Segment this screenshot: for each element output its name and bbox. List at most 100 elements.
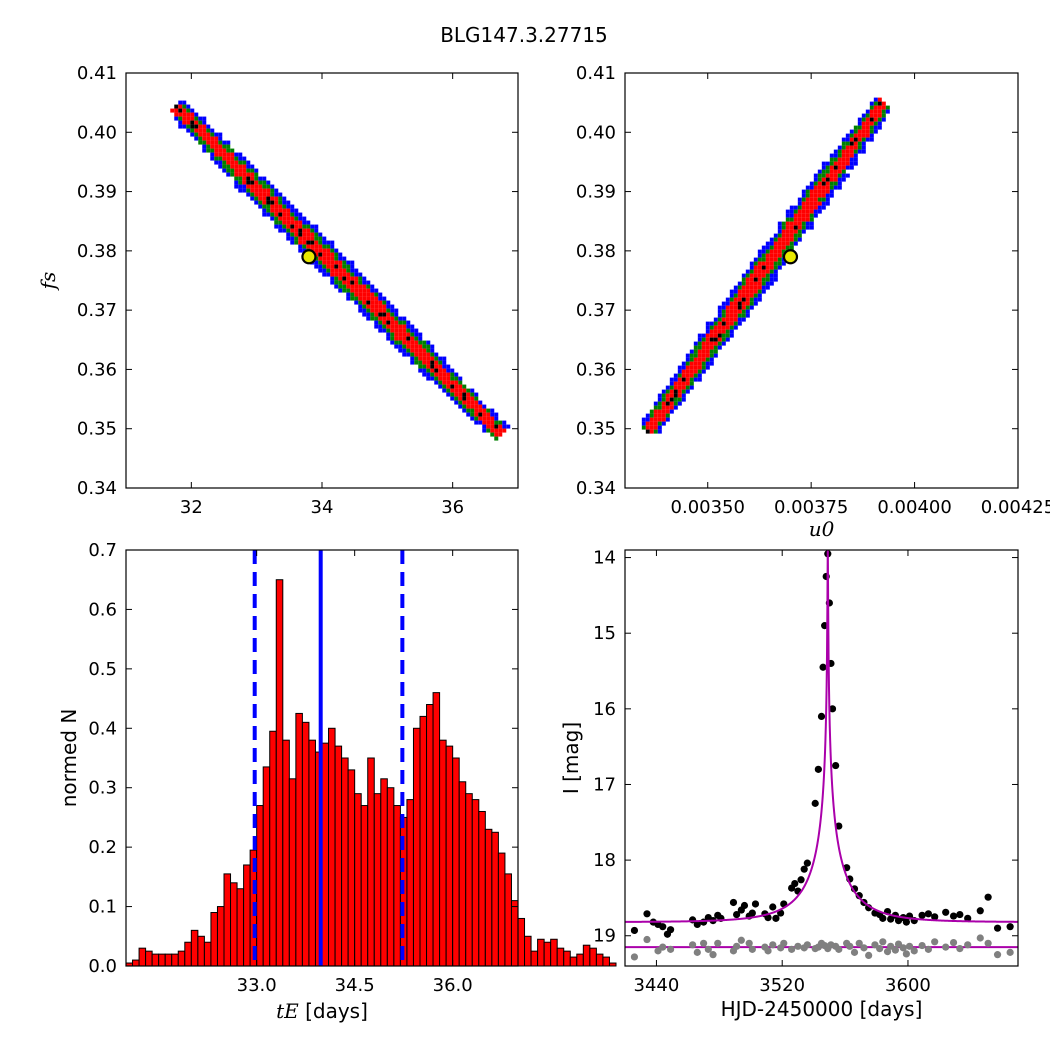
heatmap-cell-outer <box>210 156 215 161</box>
heatmap-cell-outer <box>246 160 251 165</box>
heatmap-cell-outer <box>410 328 415 333</box>
heatmap-cell-middle <box>781 249 786 254</box>
heatmap-cell-middle <box>378 320 383 325</box>
histogram-bar <box>184 941 192 967</box>
heatmap-cell-middle <box>426 348 431 353</box>
heatmap-cell-inner <box>326 260 331 265</box>
heatmap-cell-middle <box>322 264 327 269</box>
heatmap-cell-outer <box>478 420 483 425</box>
data-point <box>772 914 780 922</box>
heatmap-cell-inner <box>773 249 778 254</box>
heatmap-cell-outer <box>853 157 858 162</box>
x-tick-label: 0.00350 <box>671 497 745 518</box>
heatmap-cell-inner <box>230 152 235 157</box>
heatmap-cell-middle <box>701 365 706 370</box>
heatmap-cell-outer <box>262 212 267 217</box>
heatmap-cell-outer <box>873 129 878 134</box>
heatmap-cell-outer <box>290 236 295 241</box>
heatmap-cell-outer <box>322 236 327 241</box>
heatmap-cell-outer <box>765 285 770 290</box>
heatmap-cell-inner <box>254 192 259 197</box>
heatmap-cell-outer <box>354 272 359 277</box>
heatmap-cell-inner <box>334 268 339 273</box>
heatmap-cell-outer <box>446 368 451 373</box>
heatmap-cell-inner <box>709 329 714 334</box>
heatmap-cell-core <box>761 265 766 270</box>
heatmap-cell-inner <box>482 412 487 417</box>
heatmap-cell-middle <box>302 224 307 229</box>
heatmap-cell-inner <box>661 409 666 414</box>
heatmap-cell-outer <box>809 181 814 186</box>
heatmap-cell-middle <box>410 332 415 337</box>
heatmap-cell-inner <box>490 428 495 433</box>
heatmap-cell-outer <box>490 408 495 413</box>
heatmap-cell-middle <box>386 308 391 313</box>
residual-point <box>745 939 753 947</box>
heatmap-cell-outer <box>693 377 698 382</box>
heatmap-cell-middle <box>649 409 654 414</box>
heatmap-cell-outer <box>725 297 730 302</box>
heatmap-cell-inner <box>302 240 307 245</box>
heatmap-cell-core <box>430 360 435 365</box>
heatmap-cell-inner <box>486 420 491 425</box>
heatmap-cell-inner <box>306 232 311 237</box>
data-point <box>797 876 805 884</box>
heatmap-cell-outer <box>350 268 355 273</box>
heatmap-cell-outer <box>294 212 299 217</box>
heatmap-cell-inner <box>454 380 459 385</box>
heatmap-cell-inner <box>813 185 818 190</box>
heatmap-cell-outer <box>721 341 726 346</box>
heatmap-cell-outer <box>202 116 207 121</box>
heatmap-cell-inner <box>426 364 431 369</box>
heatmap-cell-inner <box>649 425 654 430</box>
heatmap-cell-middle <box>366 284 371 289</box>
residual-point <box>803 941 811 949</box>
histogram-bar <box>354 793 362 967</box>
residual-point <box>942 943 950 951</box>
heatmap-cell-middle <box>398 320 403 325</box>
data-point <box>791 879 799 888</box>
heatmap-cell-inner <box>793 213 798 218</box>
heatmap-cell-middle <box>857 145 862 150</box>
heatmap-cell-middle <box>861 117 866 122</box>
heatmap-cell-inner <box>474 404 479 409</box>
heatmap-cell-outer <box>318 268 323 273</box>
heatmap-cell-inner <box>649 421 654 426</box>
histogram-bar <box>373 793 382 967</box>
heatmap-cell-middle <box>374 316 379 321</box>
histogram-bar <box>595 953 604 967</box>
heatmap-cell-inner <box>861 129 866 134</box>
heatmap-cell-inner <box>190 112 195 117</box>
heatmap-cell-middle <box>234 156 239 161</box>
heatmap-cell-inner <box>773 241 778 246</box>
histogram-bar <box>210 912 218 967</box>
heatmap-cell-middle <box>745 305 750 310</box>
heatmap-cell-inner <box>725 317 730 322</box>
heatmap-cell-outer <box>745 269 750 274</box>
heatmap-cell-inner <box>410 348 415 353</box>
heatmap-cell-middle <box>697 369 702 374</box>
heatmap-cell-middle <box>450 372 455 377</box>
heatmap-cell-inner <box>853 145 858 150</box>
heatmap-cell-outer <box>334 248 339 253</box>
heatmap-cell-middle <box>773 261 778 266</box>
heatmap-cell-outer <box>697 377 702 382</box>
heatmap-cell-outer <box>689 349 694 354</box>
heatmap-cell-inner <box>498 424 503 429</box>
heatmap-cell-inner <box>653 425 658 430</box>
heatmap-cell-inner <box>789 233 794 238</box>
heatmap-cell-inner <box>458 384 463 389</box>
heatmap-cell-middle <box>721 333 726 338</box>
heatmap-cell-middle <box>290 212 295 217</box>
heatmap-cell-inner <box>442 376 447 381</box>
heatmap-cell-outer <box>458 376 463 381</box>
heatmap-cell-core <box>246 176 251 181</box>
heatmap-cell-middle <box>314 236 319 241</box>
heatmap-cell-outer <box>458 404 463 409</box>
heatmap-cell-inner <box>713 325 718 330</box>
heatmap-cell-middle <box>829 161 834 166</box>
heatmap-cell-inner <box>729 317 734 322</box>
heatmap-cell-outer <box>709 321 714 326</box>
heatmap-cell-middle <box>829 181 834 186</box>
heatmap-cell-middle <box>793 233 798 238</box>
